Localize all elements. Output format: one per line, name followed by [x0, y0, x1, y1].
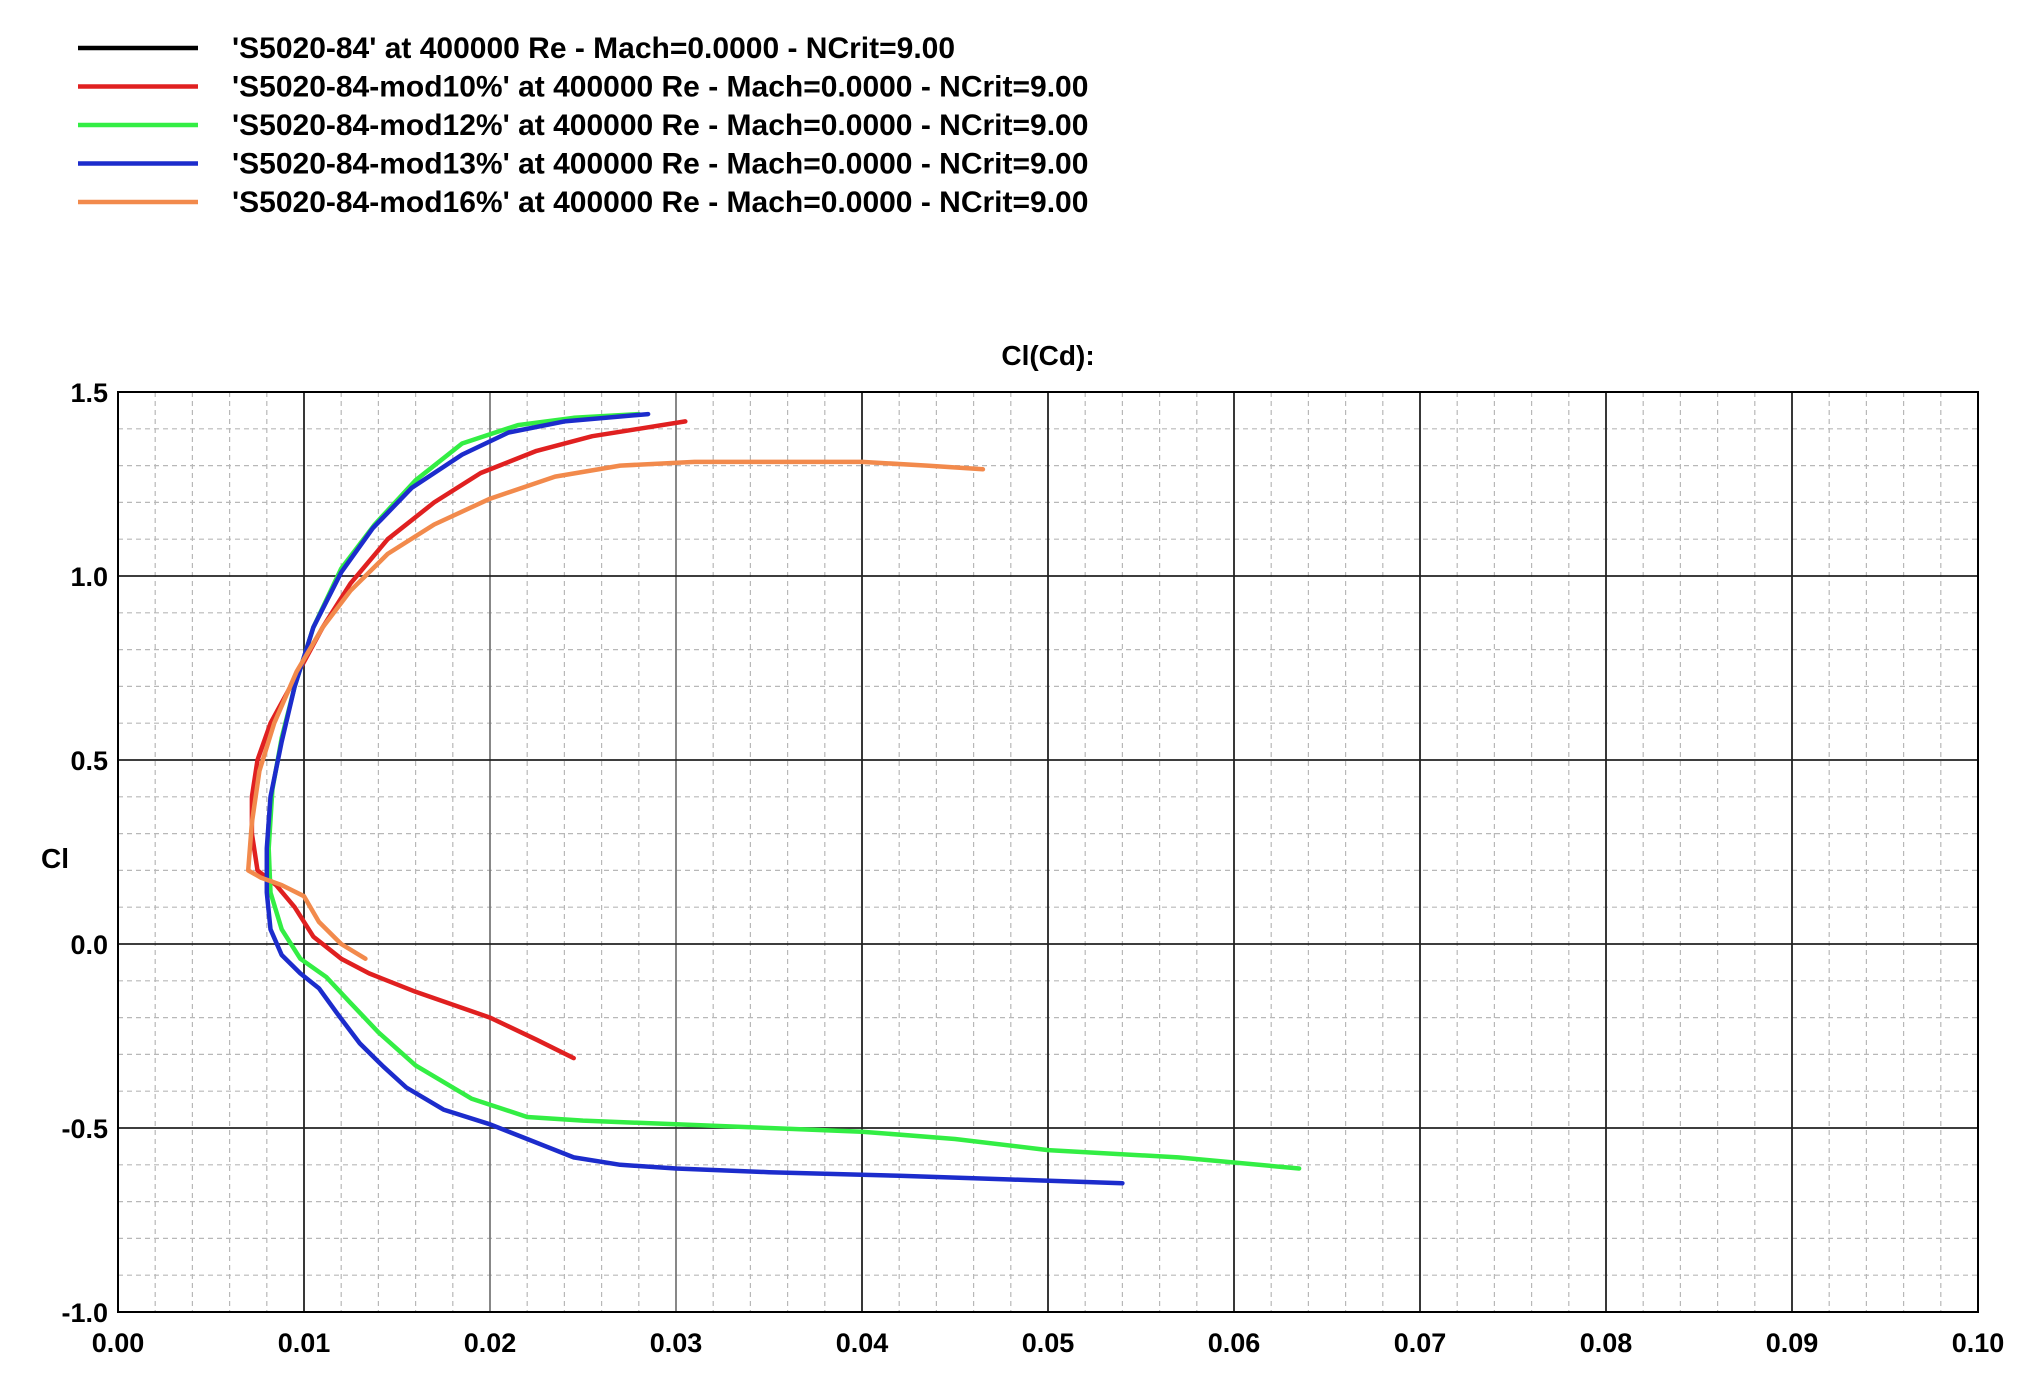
y-tick-label: -0.5: [61, 1114, 108, 1144]
x-tick-label: 0.08: [1580, 1328, 1633, 1358]
plot-frame: [117, 391, 1979, 1313]
x-tick-labels: 0.00 0.01 0.02 0.03 0.04 0.05 0.06 0.07 0.08 0.09…: [92, 1328, 2005, 1358]
legend: 'S5020-84' at 400000 Re - Mach=0.0000 - …: [78, 32, 1088, 219]
series-line-4: [245, 459, 986, 961]
y-tick-labels: 1.5 1.0 0.5 0.0 -0.5 -1.0: [61, 378, 108, 1328]
x-tick-label: 0.04: [836, 1328, 889, 1358]
major-grid: [118, 392, 1978, 1312]
series-lines: [245, 411, 1302, 1186]
y-tick-label: -1.0: [61, 1298, 108, 1328]
y-tick-label: 1.0: [70, 562, 108, 592]
chart-title: Cl(Cd):: [1001, 340, 1094, 371]
x-tick-label: 0.10: [1952, 1328, 2005, 1358]
y-tick-label: 1.5: [70, 378, 108, 408]
x-tick-label: 0.07: [1394, 1328, 1447, 1358]
series-line-1: [249, 419, 688, 1061]
x-tick-label: 0.02: [464, 1328, 517, 1358]
x-tick-label: 0.06: [1208, 1328, 1261, 1358]
legend-label-0: 'S5020-84' at 400000 Re - Mach=0.0000 - …: [232, 32, 955, 65]
x-tick-label: 0.00: [92, 1328, 145, 1358]
series-line-2: [266, 411, 1302, 1171]
x-tick-label: 0.03: [650, 1328, 703, 1358]
series-line-3: [264, 411, 1125, 1186]
x-tick-label: 0.05: [1022, 1328, 1075, 1358]
x-tick-label: 0.01: [278, 1328, 331, 1358]
legend-label-2: 'S5020-84-mod12%' at 400000 Re - Mach=0.…: [232, 109, 1088, 142]
y-axis-label: Cl: [41, 843, 69, 874]
legend-label-3: 'S5020-84-mod13%' at 400000 Re - Mach=0.…: [232, 148, 1088, 181]
y-tick-label: 0.0: [70, 930, 108, 960]
legend-label-4: 'S5020-84-mod16%' at 400000 Re - Mach=0.…: [232, 186, 1088, 219]
y-tick-label: 0.5: [70, 746, 108, 776]
x-tick-label: 0.09: [1766, 1328, 1819, 1358]
legend-label-1: 'S5020-84-mod10%' at 400000 Re - Mach=0.…: [232, 71, 1088, 104]
